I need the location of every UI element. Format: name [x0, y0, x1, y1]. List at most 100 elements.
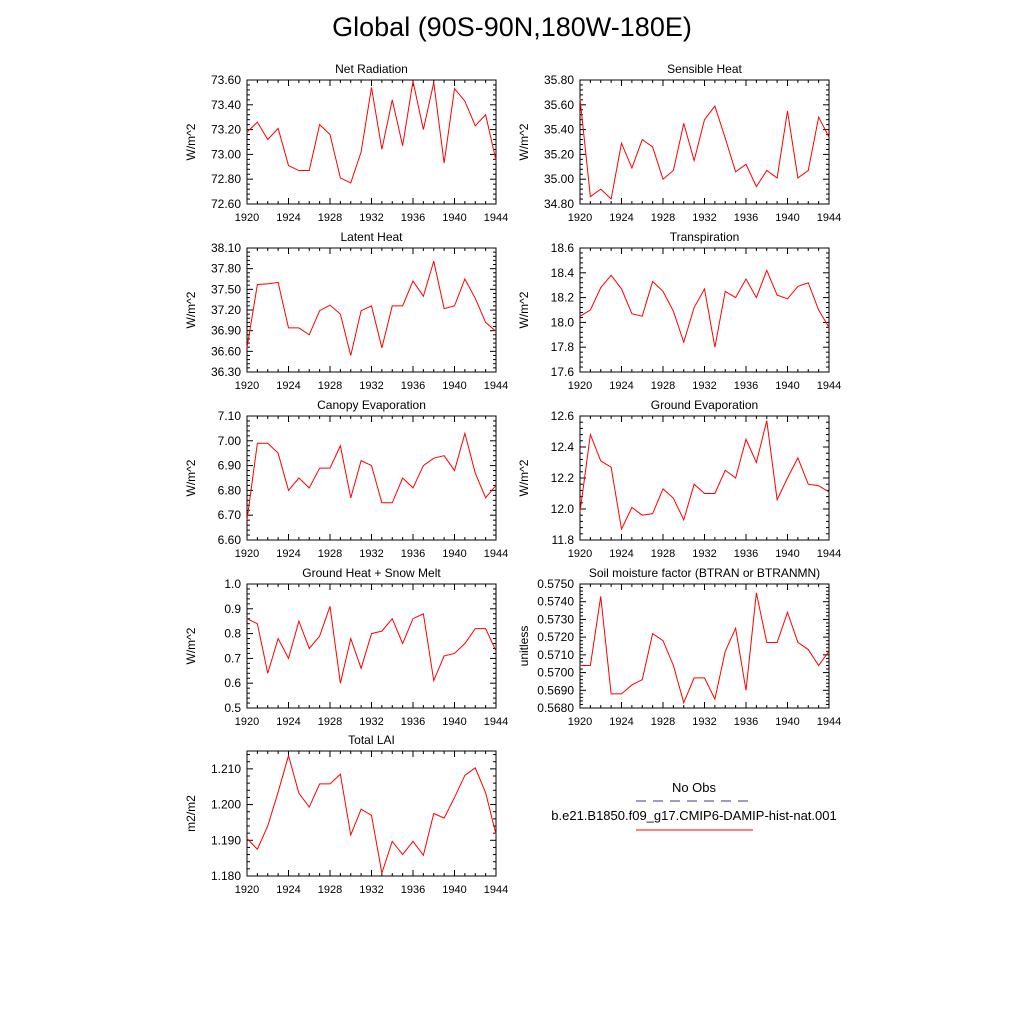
y-tick-label: 18.0	[551, 315, 575, 329]
x-tick-label: 1928	[651, 380, 675, 392]
plot-frame	[246, 583, 497, 709]
y-tick-label: 35.40	[544, 123, 574, 137]
chart-panel-6: Ground Evaporation W/m^2 1920 1924 1928 1932 1…	[517, 398, 841, 560]
y-tick-label: 18.4	[551, 266, 575, 280]
y-tick-label: 36.60	[211, 344, 241, 358]
x-tick-label: 1928	[318, 716, 342, 728]
y-tick-label: 0.9	[224, 602, 241, 616]
y-tick-label: 35.60	[544, 98, 574, 112]
chart-panel-7: Ground Heat + Snow Melt W/m^2 1920 1924 1928…	[184, 566, 508, 728]
y-tick-label: 17.8	[551, 340, 575, 354]
x-tick-label: 1932	[359, 548, 383, 560]
y-tick-label: 12.0	[551, 502, 575, 516]
y-tick-label: 35.00	[544, 172, 574, 186]
x-tick-label: 1944	[817, 548, 841, 560]
x-tick-label: 1924	[276, 716, 300, 728]
chart-panel-1: Net Radiation W/m^2 1920 1924 1928 1932 1936 19…	[184, 62, 508, 224]
x-tick-label: 1936	[401, 716, 425, 728]
chart-title: Sensible Heat	[667, 62, 742, 76]
plot-frame	[246, 79, 497, 205]
series-line	[246, 81, 497, 184]
y-tick-label: 18.2	[551, 291, 575, 305]
x-tick-label: 1936	[401, 380, 425, 392]
y-tick-label: 35.80	[544, 73, 574, 87]
x-tick-label: 1944	[484, 884, 508, 896]
x-tick-label: 1944	[817, 380, 841, 392]
x-tick-label: 1932	[692, 548, 716, 560]
x-tick-label: 1924	[609, 716, 633, 728]
x-tick-label: 1944	[484, 380, 508, 392]
y-tick-label: 1.180	[211, 869, 241, 883]
chart-panel-5: Canopy Evaporation W/m^2 1920 1924 1928 1932 1…	[184, 398, 508, 560]
chart-panel-9: Total LAI m2/m2 1920 1924 1928 1932 1936 1940 19…	[184, 733, 508, 896]
x-tick-label: 1920	[568, 212, 592, 224]
x-tick-label: 1924	[609, 212, 633, 224]
y-tick-label: 73.20	[211, 123, 241, 137]
x-tick-label: 1932	[359, 716, 383, 728]
y-tick-label: 0.5700	[537, 666, 574, 680]
chart-title: Total LAI	[348, 733, 395, 747]
x-tick-label: 1940	[775, 716, 799, 728]
y-tick-label: 0.5720	[537, 630, 574, 644]
y-tick-label: 7.00	[218, 434, 242, 448]
y-tick-label: 12.4	[551, 440, 575, 454]
x-tick-label: 1924	[276, 380, 300, 392]
y-tick-label: 12.6	[551, 409, 575, 423]
x-tick-label: 1932	[692, 716, 716, 728]
x-tick-label: 1924	[276, 212, 300, 224]
y-tick-label: 12.2	[551, 471, 575, 485]
y-tick-label: 6.90	[218, 459, 242, 473]
series-line	[246, 431, 497, 521]
x-tick-label: 1940	[442, 884, 466, 896]
y-tick-label: 6.60	[218, 533, 242, 547]
y-tick-label: 0.5	[224, 701, 241, 715]
x-tick-label: 1944	[817, 212, 841, 224]
x-tick-label: 1928	[318, 548, 342, 560]
y-tick-label: 0.5730	[537, 612, 574, 626]
x-tick-label: 1940	[442, 548, 466, 560]
x-tick-label: 1944	[817, 716, 841, 728]
x-tick-label: 1936	[734, 380, 758, 392]
x-tick-label: 1940	[775, 212, 799, 224]
x-tick-label: 1924	[276, 548, 300, 560]
x-tick-label: 1932	[692, 380, 716, 392]
x-tick-label: 1920	[568, 716, 592, 728]
chart-title: Soil moisture factor (BTRAN or BTRANMN)	[589, 566, 820, 580]
x-tick-label: 1932	[359, 212, 383, 224]
x-tick-label: 1928	[651, 716, 675, 728]
x-tick-label: 1920	[568, 548, 592, 560]
series-line	[246, 606, 497, 684]
x-tick-label: 1932	[359, 884, 383, 896]
y-tick-label: 72.80	[211, 172, 241, 186]
x-tick-label: 1944	[484, 716, 508, 728]
y-axis-label: W/m^2	[184, 123, 198, 160]
x-tick-label: 1936	[734, 716, 758, 728]
legend: No Obs b.e21.B1850.f09_g17.CMIP6-DAMIP-hi…	[551, 780, 837, 831]
x-tick-label: 1940	[775, 548, 799, 560]
y-tick-label: 0.6	[224, 676, 241, 690]
series-line	[246, 753, 497, 874]
y-axis-label: m2/m2	[184, 795, 198, 832]
x-tick-label: 1928	[318, 380, 342, 392]
x-tick-label: 1936	[401, 212, 425, 224]
x-tick-label: 1940	[442, 716, 466, 728]
series-line	[579, 268, 830, 348]
y-tick-label: 73.60	[211, 73, 241, 87]
series-line	[579, 98, 830, 201]
y-axis-label: W/m^2	[184, 459, 198, 496]
chart-title: Latent Heat	[340, 230, 403, 244]
x-tick-label: 1924	[609, 548, 633, 560]
legend-model-label: b.e21.B1850.f09_g17.CMIP6-DAMIP-hist-nat…	[551, 808, 836, 823]
chart-panel-8: Soil moisture factor (BTRAN or BTRANMN) u…	[517, 566, 841, 728]
x-tick-label: 1920	[235, 884, 259, 896]
x-tick-label: 1920	[235, 716, 259, 728]
y-tick-label: 0.5740	[537, 595, 574, 609]
y-tick-label: 36.30	[211, 365, 241, 379]
series-line	[580, 592, 830, 705]
y-tick-label: 35.20	[544, 147, 574, 161]
x-tick-label: 1928	[651, 212, 675, 224]
x-tick-label: 1936	[734, 212, 758, 224]
x-tick-label: 1928	[318, 212, 342, 224]
chart-title: Canopy Evaporation	[317, 398, 426, 412]
